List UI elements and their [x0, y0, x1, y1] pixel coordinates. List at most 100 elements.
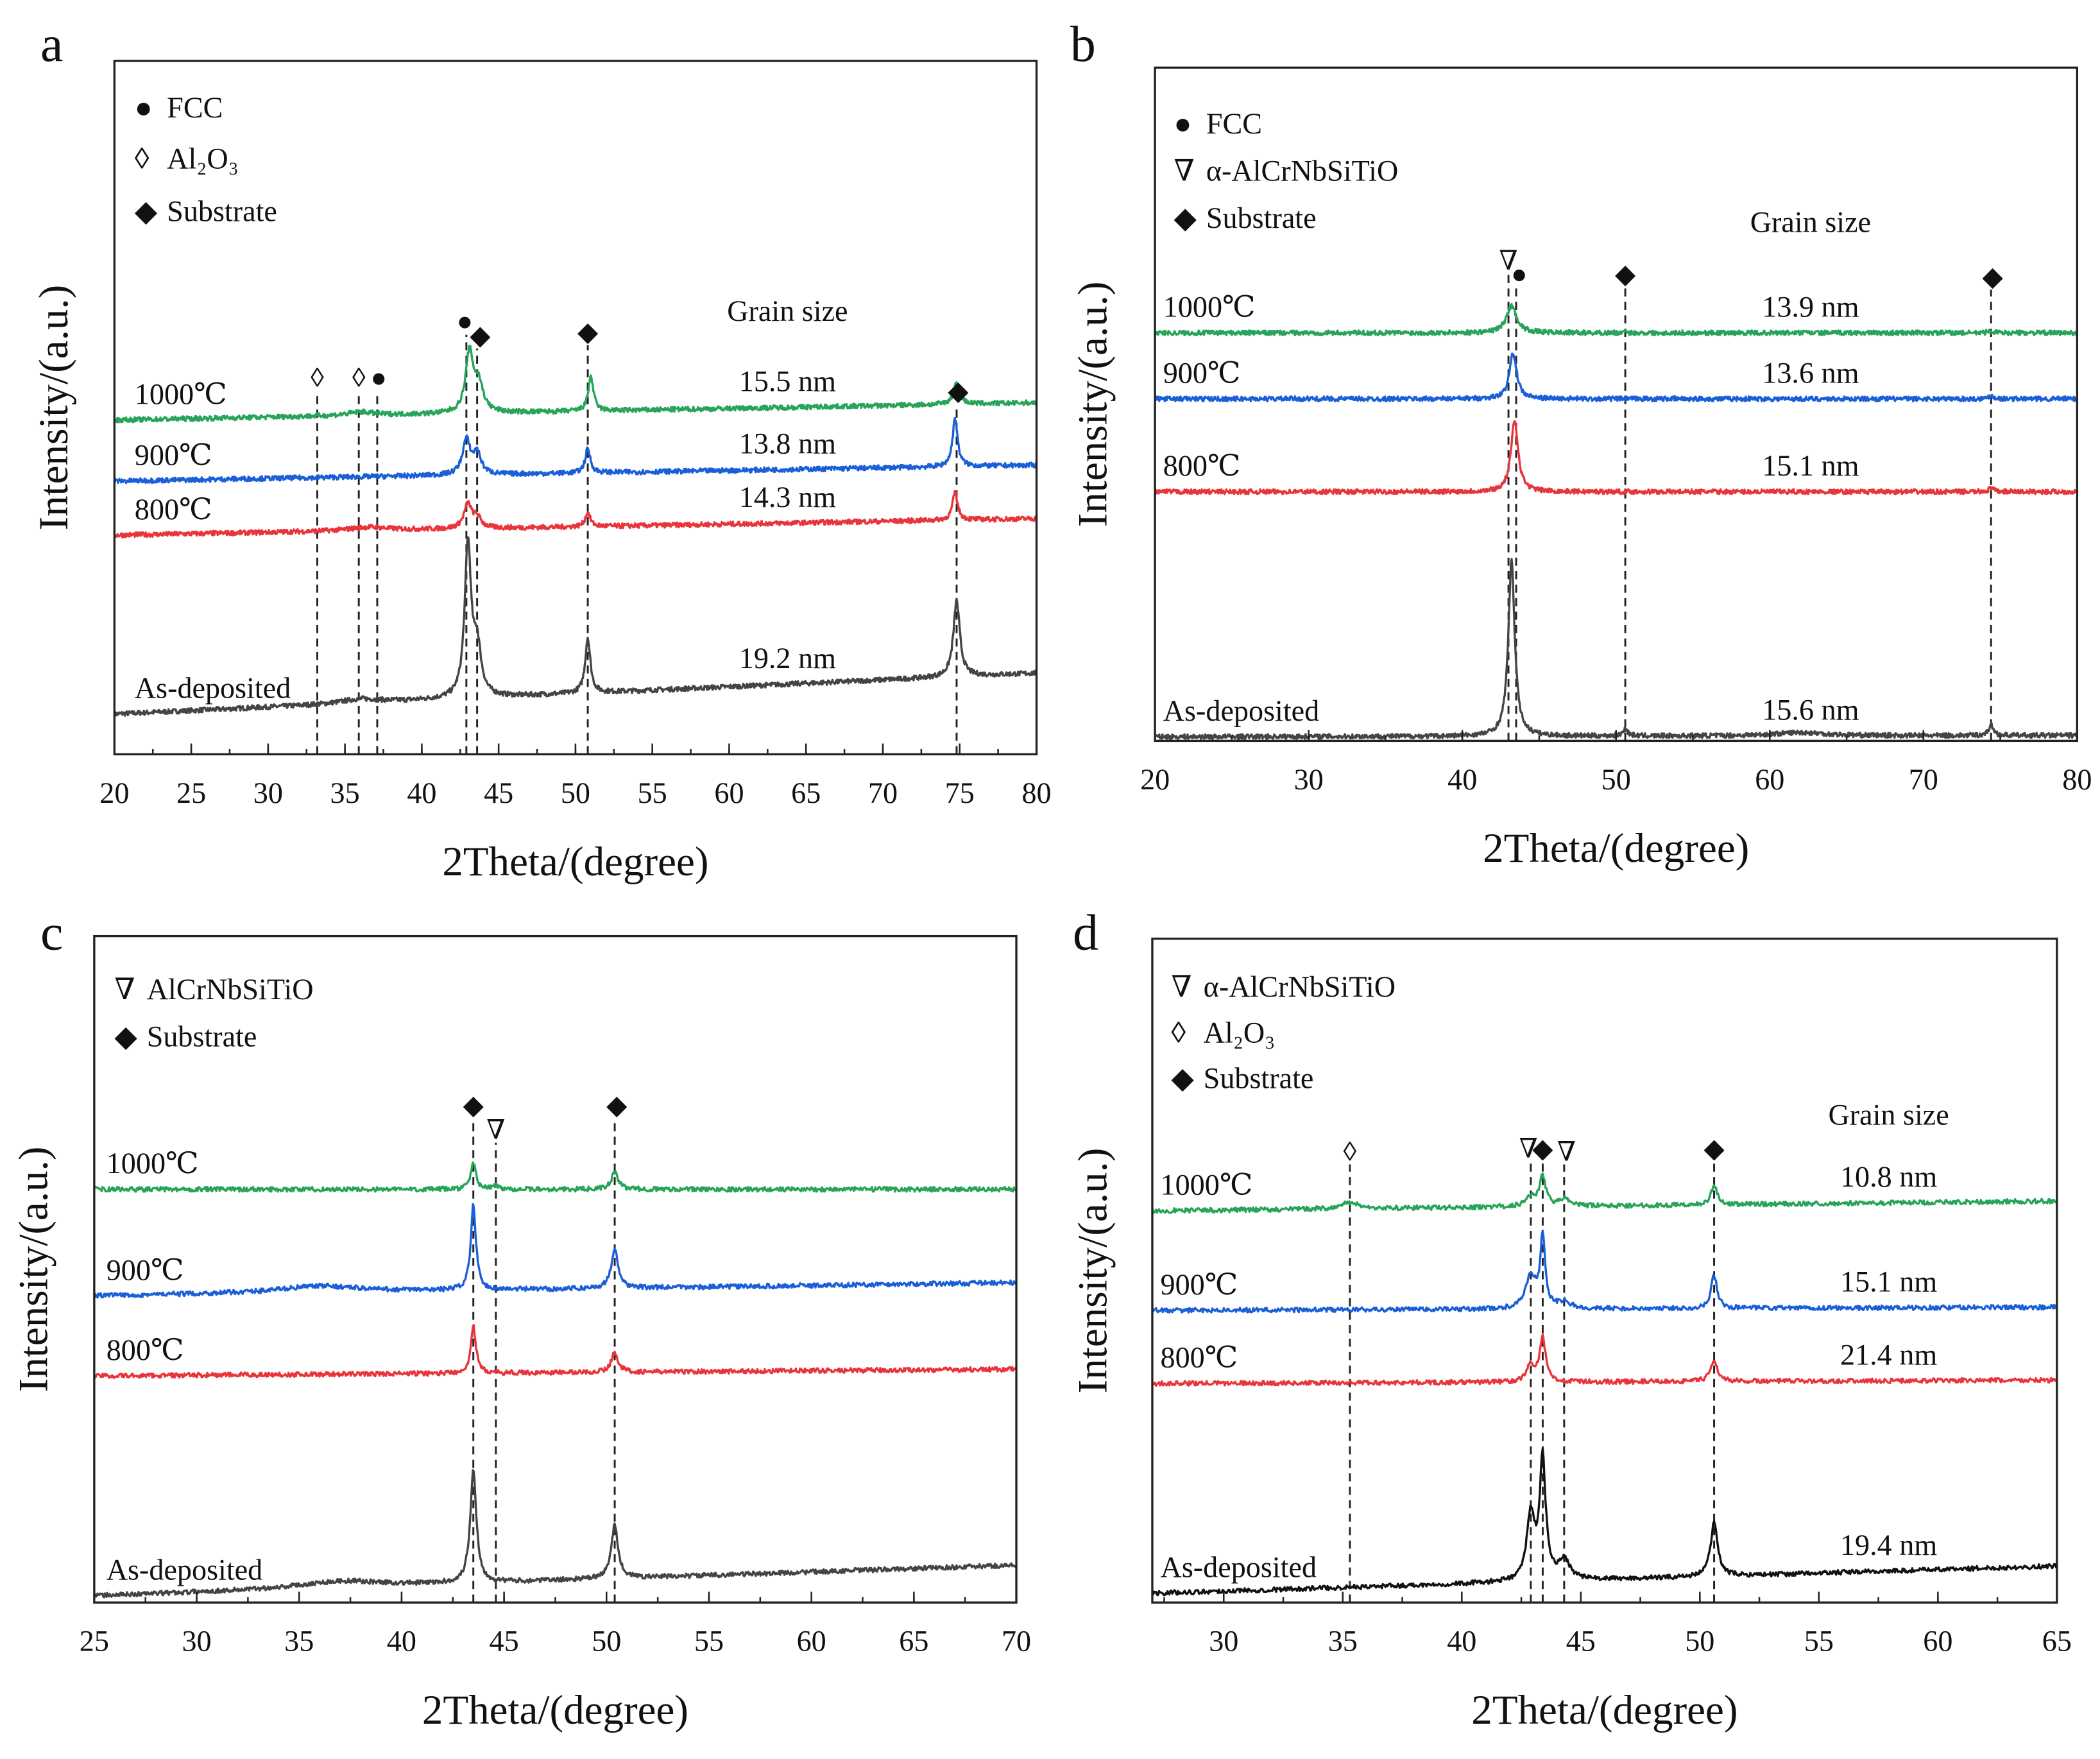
- x-tick-label: 50: [1685, 1625, 1714, 1658]
- legend-label: α-AlCrNbSiTiO: [1206, 155, 1398, 187]
- x-tick-label: 40: [407, 777, 436, 809]
- series-900: [93, 1203, 1017, 1299]
- x-tick-label: 30: [182, 1625, 211, 1658]
- legend-label: FCC: [1206, 107, 1262, 140]
- series-1000: [1154, 302, 2078, 336]
- grain-size-label: 13.8 nm: [739, 427, 836, 459]
- x-axis-title: 2Theta/(degree): [422, 1687, 688, 1733]
- phase-marker: ∇: [1519, 1134, 1538, 1163]
- legend-label: FCC: [167, 91, 223, 124]
- phase-marker: ∇: [1499, 246, 1517, 276]
- series-label: 1000℃: [135, 377, 227, 410]
- series-label: 800℃: [135, 493, 212, 526]
- series-as_d: [1151, 1447, 2058, 1597]
- legend-label: Substrate: [1206, 202, 1317, 234]
- series-label: 900℃: [1161, 1268, 1238, 1301]
- phase-marker: ◆: [463, 1091, 484, 1120]
- legend-symbol: ●: [135, 91, 153, 124]
- x-tick-label: 50: [592, 1625, 621, 1658]
- phase-marker: ◊: [311, 363, 324, 393]
- phase-marker: ◆: [606, 1091, 627, 1120]
- plot-frame: [1151, 938, 2058, 1604]
- phase-marker: ◊: [1344, 1137, 1357, 1167]
- series-label: 900℃: [1163, 356, 1241, 389]
- panel-letter: c: [40, 905, 63, 961]
- series-900: [114, 417, 1038, 485]
- x-tick-label: 60: [714, 777, 744, 809]
- phase-marker: ◆: [948, 377, 969, 406]
- x-axis-title: 2Theta/(degree): [442, 839, 708, 885]
- x-tick-label: 20: [1140, 763, 1170, 796]
- x-axis-title: 2Theta/(degree): [1471, 1687, 1737, 1733]
- grain-size-label: 15.5 nm: [739, 365, 836, 398]
- legend-symbol: ◆: [1174, 202, 1197, 234]
- grain-size-label: 13.6 nm: [1762, 356, 1859, 389]
- series-900: [1151, 1230, 2058, 1314]
- phase-marker: ∇: [486, 1115, 505, 1145]
- x-tick-label: 45: [484, 777, 513, 809]
- x-tick-label: 65: [2042, 1625, 2072, 1658]
- phase-marker: ●: [457, 307, 473, 337]
- x-tick-label: 75: [945, 777, 975, 809]
- panel-letter: d: [1073, 905, 1098, 961]
- x-tick-label: 30: [1294, 763, 1324, 796]
- series-as: [113, 536, 1037, 717]
- x-tick-label: 40: [1447, 763, 1477, 796]
- grain-size-label: 14.3 nm: [739, 481, 836, 513]
- legend-symbol: ◆: [135, 195, 158, 228]
- phase-marker: ●: [371, 363, 387, 393]
- series-label: 1000℃: [1163, 291, 1256, 323]
- series-1000: [113, 345, 1038, 424]
- series-label: 800℃: [107, 1334, 184, 1366]
- series-label: 1000℃: [1161, 1169, 1253, 1201]
- x-tick-label: 45: [1566, 1625, 1596, 1658]
- x-tick-label: 25: [80, 1625, 109, 1658]
- grain-size-label: 13.9 nm: [1762, 291, 1859, 323]
- grain-size-label: 19.4 nm: [1840, 1529, 1937, 1561]
- series-as: [94, 1469, 1018, 1599]
- series-1000: [1151, 1172, 2058, 1214]
- legend-symbol: ◆: [1171, 1062, 1194, 1095]
- phase-marker: ◊: [352, 363, 366, 393]
- x-axis-title: 2Theta/(degree): [1483, 825, 1749, 871]
- legend-symbol: ◊: [135, 142, 149, 175]
- series-800: [114, 490, 1038, 539]
- panel-b: b As-deposited 15.6 nm 800℃ 15.1 nm 900℃ 13.6 …: [1070, 16, 2092, 871]
- panel-letter: a: [40, 16, 63, 73]
- x-tick-label: 40: [1447, 1625, 1476, 1658]
- legend-symbol: ∇: [1171, 970, 1191, 1003]
- series-label: As-deposited: [1161, 1551, 1317, 1584]
- legend-symbol: ◆: [114, 1020, 137, 1053]
- x-tick-label: 70: [1909, 763, 1938, 796]
- x-tick-label: 50: [1601, 763, 1631, 796]
- series-800: [93, 1324, 1018, 1379]
- series-900: [1154, 352, 2078, 402]
- x-tick-label: 55: [694, 1625, 724, 1658]
- legend-label: AlCrNbSiTiO: [147, 973, 314, 1006]
- grain-size-header: Grain size: [727, 295, 848, 327]
- x-tick-label: 70: [1002, 1625, 1031, 1658]
- phase-marker: ◆: [1615, 260, 1636, 289]
- phase-marker: ◆: [1532, 1134, 1553, 1163]
- legend-symbol: ∇: [1174, 155, 1195, 187]
- y-axis-title: Intensity/(a.u.): [31, 285, 77, 531]
- x-tick-label: 20: [99, 777, 129, 809]
- x-tick-label: 70: [868, 777, 898, 809]
- legend-label: Substrate: [1204, 1062, 1314, 1095]
- phase-marker: ◆: [1982, 262, 2003, 292]
- x-tick-label: 60: [797, 1625, 826, 1658]
- phase-marker: ◆: [470, 321, 491, 350]
- grain-size-label: 19.2 nm: [739, 642, 836, 674]
- series-label: 900℃: [107, 1253, 184, 1286]
- legend-label: α-AlCrNbSiTiO: [1204, 970, 1396, 1003]
- x-tick-label: 60: [1755, 763, 1784, 796]
- x-tick-label: 30: [253, 777, 283, 809]
- x-tick-label: 50: [561, 777, 590, 809]
- legend-symbol: ∇: [114, 973, 135, 1006]
- y-axis-title: Intensity/(a.u.): [10, 1146, 56, 1392]
- series-800: [1154, 420, 2078, 495]
- series-label: 900℃: [135, 438, 212, 471]
- x-tick-label: 65: [791, 777, 821, 809]
